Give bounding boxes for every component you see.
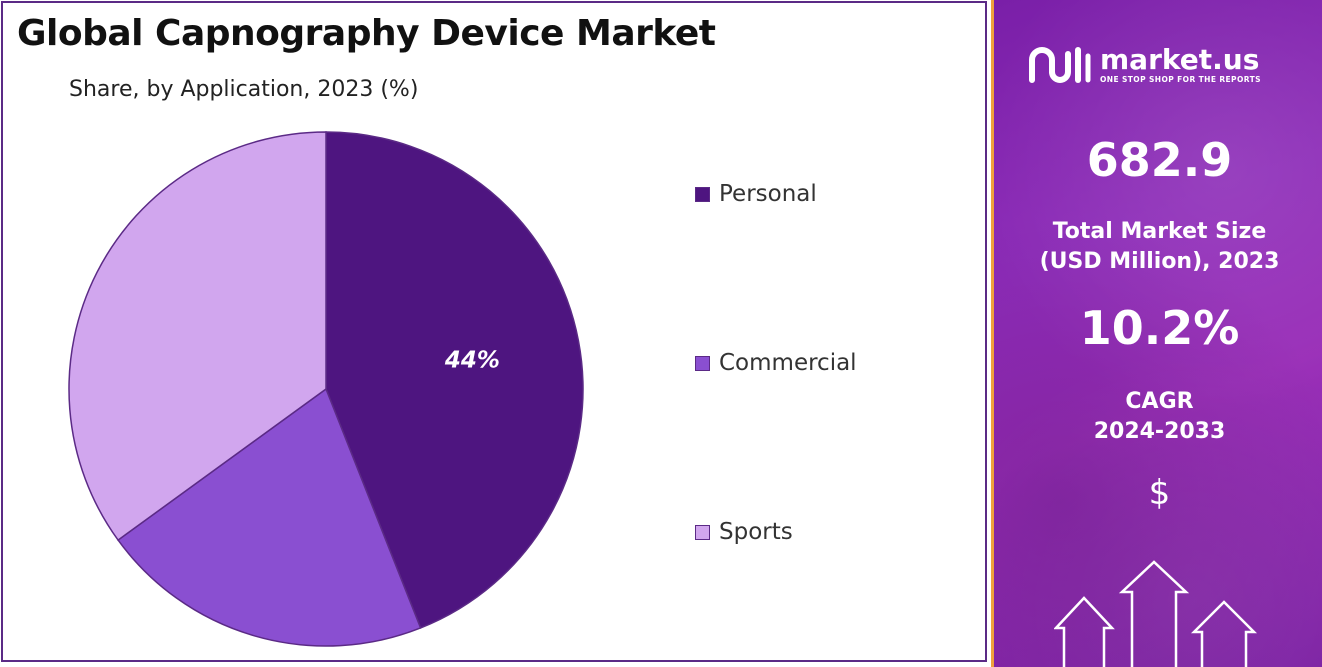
dollar-icon: $ <box>1148 473 1171 513</box>
market-us-logo-icon <box>1029 47 1091 83</box>
cagr-value: 10.2% <box>1079 301 1240 355</box>
legend-item-sports: Sports <box>695 519 793 545</box>
brand-name: market.us <box>1100 42 1260 76</box>
cagr-label-line2: 2024-2033 <box>1093 419 1226 444</box>
legend-swatch-commercial <box>695 355 710 371</box>
pie-slice-commercial <box>117 387 422 647</box>
legend-swatch-sports <box>695 524 710 540</box>
up-arrow-icon <box>1190 600 1258 667</box>
up-arrow-icon <box>1054 596 1115 667</box>
chart-panel: Global Capnography Device Market Share, … <box>1 1 987 662</box>
market-size-value: 682.9 <box>1086 133 1233 187</box>
background-overlay <box>994 0 1322 667</box>
market-size-label-line2: (USD Million), 2023 <box>1039 249 1280 274</box>
pie-slice-sports <box>68 131 327 542</box>
pie-slice-personal <box>325 131 584 629</box>
market-size-label-line1: Total Market Size <box>1052 219 1267 244</box>
summary-panel: market.us ONE STOP SHOP FOR THE REPORTS … <box>991 0 1322 667</box>
legend-label-commercial: Commercial <box>719 350 857 376</box>
legend-label-personal: Personal <box>719 181 817 207</box>
cagr-label-line1: CAGR <box>1125 389 1194 414</box>
legend-item-commercial: Commercial <box>695 350 857 376</box>
brand: market.us ONE STOP SHOP FOR THE REPORTS <box>1028 42 1261 86</box>
brand-tagline: ONE STOP SHOP FOR THE REPORTS <box>1100 74 1261 84</box>
chart-subtitle: Share, by Application, 2023 (%) <box>69 77 419 102</box>
pie-chart: 44% <box>68 131 584 647</box>
up-arrow-icon <box>1118 560 1190 667</box>
data-label-personal: 44% <box>444 348 500 374</box>
growth-arrows <box>1054 560 1258 667</box>
chart-title: Global Capnography Device Market <box>17 13 716 54</box>
legend-swatch-personal <box>695 186 710 202</box>
legend-label-sports: Sports <box>719 519 793 545</box>
legend-item-personal: Personal <box>695 181 817 207</box>
